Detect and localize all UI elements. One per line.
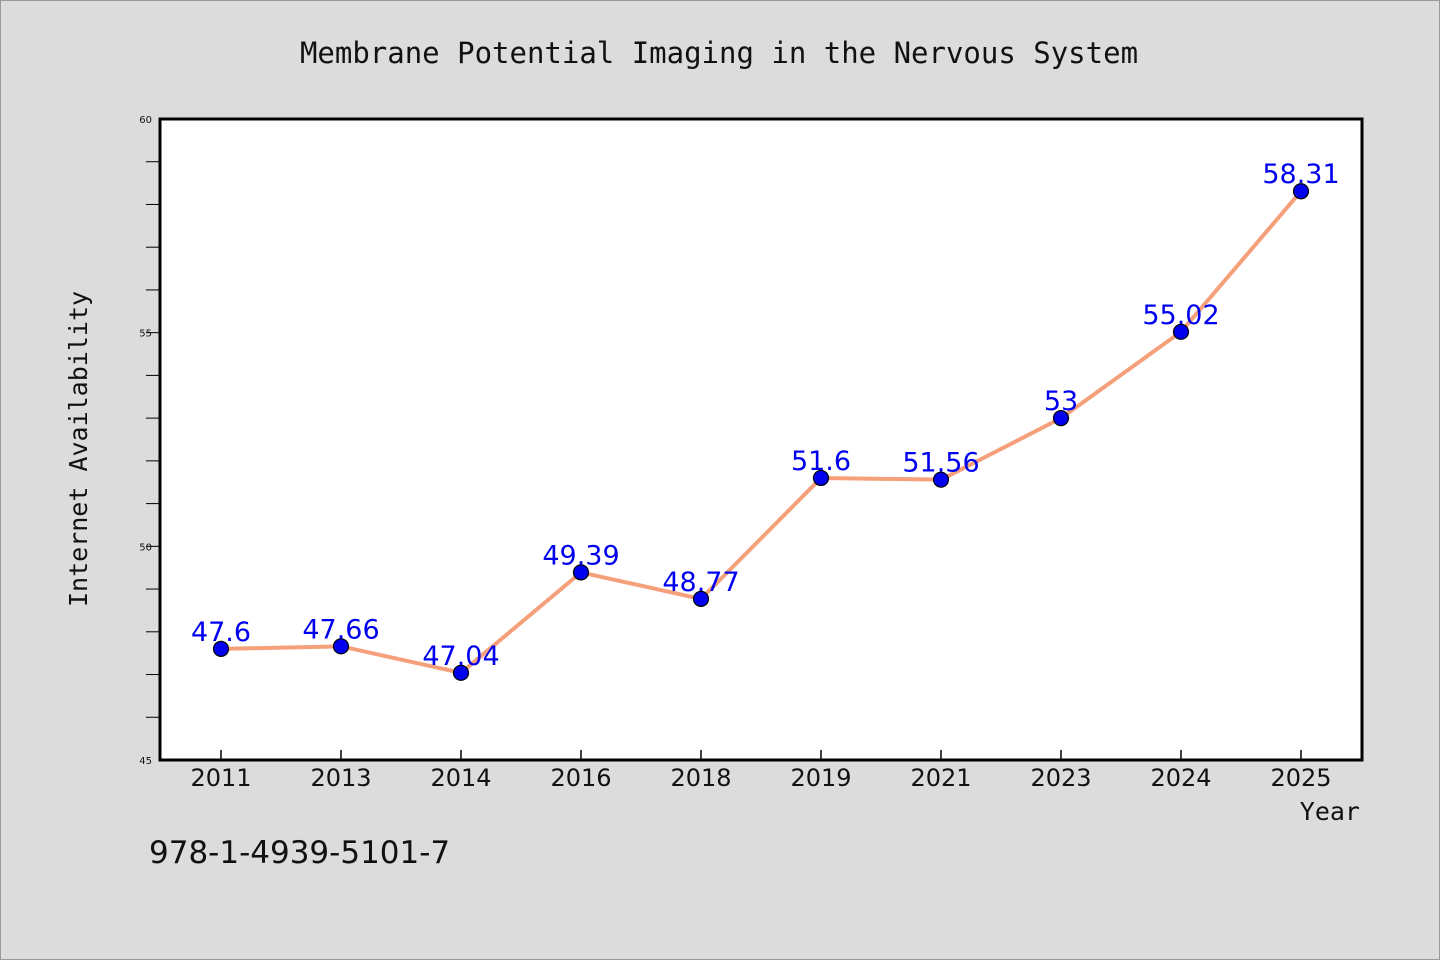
data-point [332, 638, 350, 655]
data-label: 47.04 [422, 641, 499, 672]
data-point [1172, 323, 1190, 340]
x-tick-label: 2019 [790, 764, 851, 792]
x-tick-label: 2021 [910, 764, 971, 792]
data-label: 47.6 [191, 617, 251, 648]
data-point [212, 640, 230, 657]
x-tick-label: 2014 [430, 764, 491, 792]
data-point [452, 664, 470, 681]
series-markers [212, 183, 1310, 681]
x-tick-label: 2016 [550, 764, 611, 792]
y-axis-label: Internet Availability [64, 291, 93, 607]
data-labels: 47.6 47.66 47.04 49.39 48.77 51.6 51.56 53 55.02… [191, 159, 1340, 672]
x-tick-label: 2018 [670, 764, 731, 792]
data-point [812, 469, 830, 487]
data-label: 51.6 [791, 446, 851, 477]
y-tick-label: 55 [139, 329, 152, 340]
y-axis-ticks: 45 50 55 60 [139, 115, 160, 767]
data-label: 48.77 [662, 567, 739, 598]
x-tick-label: 2024 [1150, 764, 1211, 792]
series-line-group [219, 189, 1303, 675]
data-point [572, 564, 590, 581]
x-tick-label: 2025 [1270, 764, 1331, 792]
data-point [692, 590, 710, 607]
data-label: 58.31 [1262, 159, 1339, 190]
data-label: 51.56 [902, 448, 979, 479]
x-tick-label: 2023 [1030, 764, 1091, 792]
data-point [1292, 183, 1310, 200]
data-label: 47.66 [302, 614, 379, 645]
y-tick-label: 50 [139, 542, 152, 553]
data-point [1052, 410, 1070, 427]
chart-title: Membrane Potential Imaging in the Nervou… [300, 36, 1138, 70]
isbn-text: 978-1-4939-5101-7 [149, 835, 451, 871]
data-label: 49.39 [542, 540, 619, 571]
x-tick-label: 2013 [310, 764, 371, 792]
data-label: 53 [1044, 386, 1078, 417]
y-tick-label: 45 [139, 756, 152, 767]
x-axis-ticks: 2011 2013 2014 2016 2018 2019 2021 2023 2024 2025 [190, 750, 1332, 792]
plot-area [158, 117, 1364, 762]
data-label: 55.02 [1142, 300, 1219, 331]
data-point [932, 471, 950, 488]
x-tick-label: 2011 [190, 764, 251, 792]
x-axis-label: Year [1300, 797, 1360, 826]
series-line [219, 189, 1303, 675]
y-tick-label: 60 [139, 115, 152, 126]
